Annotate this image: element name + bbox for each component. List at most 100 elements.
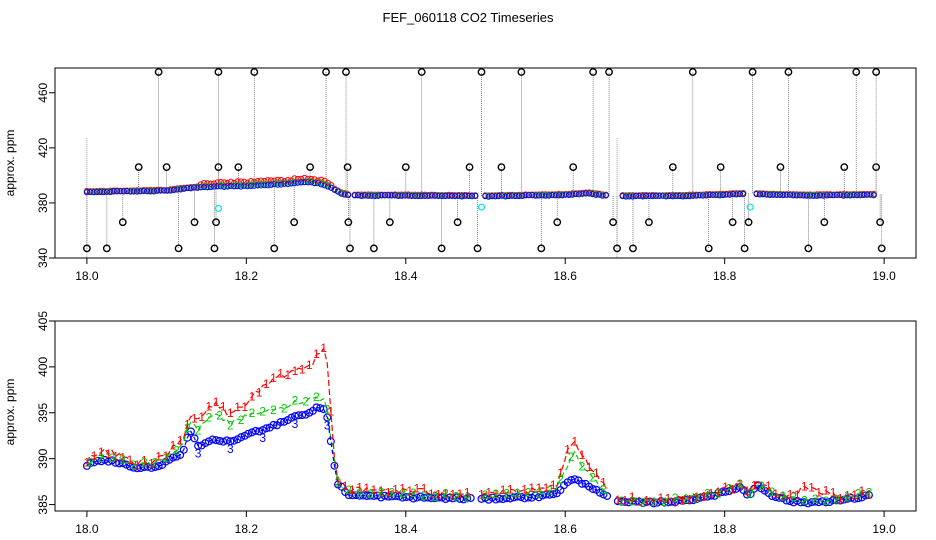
bottom-series-2-label: 2 xyxy=(661,495,668,509)
top-series-3-point xyxy=(773,191,780,199)
top-flagged-point xyxy=(270,244,279,253)
top-series-1-point xyxy=(311,176,318,183)
top-series-3-point xyxy=(796,192,804,199)
top-series-1-point xyxy=(301,174,308,182)
top-flagged-point xyxy=(417,68,426,76)
top-series-3-point xyxy=(870,192,877,199)
top-series-3-point xyxy=(398,192,405,199)
top-flagged-point xyxy=(704,244,713,253)
bottom-series-1-label: 1 xyxy=(830,486,837,500)
top-series-3-point xyxy=(586,190,593,197)
bottom-x-tick-label: 19.0 xyxy=(872,522,896,536)
bottom-series-1-label: 1 xyxy=(708,487,715,501)
top-series-3-point xyxy=(683,193,690,200)
bottom-series-1-line xyxy=(86,346,870,504)
bottom-x-tick-label: 18.8 xyxy=(713,522,737,536)
bottom-series-3-marker xyxy=(316,404,325,413)
bottom-series-3-marker xyxy=(208,435,217,444)
bottom-series-2-label: 2 xyxy=(152,455,159,469)
top-series-1-point xyxy=(267,177,275,184)
top-series-3-point xyxy=(391,192,399,199)
bottom-series-3-marker xyxy=(599,490,608,499)
top-series-3-point xyxy=(770,191,777,198)
bottom-series-2-label: 2 xyxy=(421,489,428,503)
bottom-x-tick-label: 18.2 xyxy=(235,522,259,536)
bottom-series-2-label: 2 xyxy=(855,487,862,501)
top-series-3-point xyxy=(93,188,101,196)
bottom-series-3-marker xyxy=(588,484,597,493)
top-flagged-point xyxy=(401,163,410,172)
bottom-series-1-label: 1 xyxy=(335,474,342,488)
bottom-series-1-label: 1 xyxy=(543,481,550,495)
top-series-3-point xyxy=(522,192,529,199)
top-series-3-point xyxy=(117,188,124,195)
top-series-3-point xyxy=(140,187,147,195)
top-series-3-point xyxy=(200,183,208,191)
top-flagged-point xyxy=(776,163,785,172)
top-series-3-point xyxy=(830,192,837,199)
top-x-tick-label: 18.6 xyxy=(554,269,578,283)
bottom-series-1-label: 1 xyxy=(500,483,507,497)
top-flagged-point xyxy=(668,163,677,172)
bottom-series-2-label: 2 xyxy=(618,494,625,508)
top-y-axis-title: approx. ppm xyxy=(3,130,17,197)
top-flagged-point xyxy=(154,68,163,76)
top-flagged-point xyxy=(740,244,749,253)
top-flagged-point xyxy=(118,218,127,227)
top-series-3-point xyxy=(549,192,556,199)
bottom-series-1-label: 1 xyxy=(736,478,743,492)
bottom-y-tick-label: 400 xyxy=(36,357,50,377)
top-series-3-point xyxy=(693,192,700,199)
top-series-3-point xyxy=(452,192,459,200)
top-series-3-point xyxy=(669,193,676,200)
bottom-y-tick-label: 385 xyxy=(36,494,50,514)
top-series-3-point xyxy=(267,181,275,188)
top-series-3-point xyxy=(482,193,489,200)
top-series-3-point xyxy=(619,192,626,200)
top-flagged-point xyxy=(872,68,881,76)
bottom-series-1-label: 1 xyxy=(170,438,177,452)
bottom-series-3-label: 3 xyxy=(324,418,331,432)
bottom-series-1-label: 1 xyxy=(198,410,205,424)
bottom-series-1-label: 1 xyxy=(823,484,830,498)
top-flagged-point xyxy=(290,218,299,227)
top-series-3-point xyxy=(847,192,854,199)
bottom-series-1-label: 1 xyxy=(227,406,234,420)
bottom-series-1-label: 1 xyxy=(815,485,822,499)
top-flagged-point xyxy=(609,218,617,227)
bottom-series-2-label: 2 xyxy=(227,419,234,433)
top-series-3-point xyxy=(803,192,810,199)
top-flagged-point xyxy=(497,163,506,172)
top-flagged-point xyxy=(465,163,474,172)
bottom-series-2-label: 2 xyxy=(726,481,733,495)
bottom-series-1-label: 1 xyxy=(758,479,765,493)
top-panel: approx. ppm 18.0 18.2 18.4 18.6 18.8 19.0 340 3… xyxy=(3,67,917,283)
top-calibration-point xyxy=(746,203,754,211)
top-flagged-point xyxy=(517,68,526,76)
top-series-3-point xyxy=(160,187,168,194)
bottom-series-1-label: 1 xyxy=(715,485,722,499)
top-series-3-point xyxy=(696,192,703,199)
bottom-series-1-label: 1 xyxy=(371,483,378,497)
bottom-series-1-label: 1 xyxy=(693,490,700,504)
bottom-x-tick-label: 18.0 xyxy=(75,522,99,536)
bottom-y-tick-label: 390 xyxy=(36,448,50,468)
bottom-y-tick-label: 405 xyxy=(36,311,50,331)
top-series-3-point xyxy=(659,192,666,199)
bottom-series-1-label: 1 xyxy=(536,481,543,495)
top-flagged-point xyxy=(537,244,546,253)
bottom-series-2-label: 2 xyxy=(302,394,309,408)
bottom-series-3-marker xyxy=(782,496,791,505)
bottom-series-1-label: 1 xyxy=(808,480,815,494)
top-series-3-point xyxy=(284,180,291,188)
bottom-series-1-label: 1 xyxy=(564,442,571,456)
bottom-series-1-label: 1 xyxy=(449,488,456,502)
bottom-x-tick-label: 18.6 xyxy=(554,522,578,536)
top-flagged-point xyxy=(728,218,737,227)
bottom-series-1-label: 1 xyxy=(127,453,134,467)
bottom-series-1-label: 1 xyxy=(98,445,105,459)
top-flagged-point xyxy=(876,218,885,227)
bottom-series-1-label: 1 xyxy=(428,487,435,501)
top-flagged-point xyxy=(210,244,219,253)
bottom-series-2-label: 2 xyxy=(640,496,647,510)
